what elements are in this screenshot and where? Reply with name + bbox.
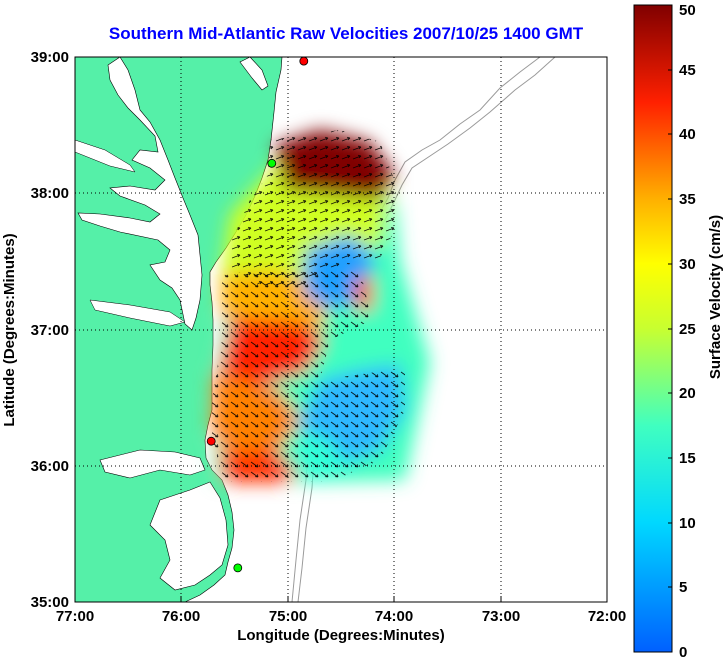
velocity-arrows (212, 270, 405, 482)
colorbar-tick-label: 5 (679, 579, 687, 596)
x-tick-label: 77:00 (56, 608, 94, 625)
colorbar-tick-label: 0 (679, 644, 687, 659)
x-tick-marks (74, 596, 608, 602)
station-markers (206, 57, 309, 573)
colorbar-tick-label: 35 (679, 191, 696, 208)
x-tick-label: 72:00 (588, 608, 626, 625)
station-marker (267, 158, 277, 168)
y-tick-label: 36:00 (31, 458, 69, 475)
y-tick-label: 37:00 (31, 322, 69, 339)
colorbar-title: Surface Velocity (cm/s) (707, 215, 724, 379)
colorbar (633, 4, 673, 653)
y-tick-label: 39:00 (31, 49, 69, 66)
colorbar-tick-label: 40 (679, 126, 696, 143)
x-tick-label: 75:00 (269, 608, 307, 625)
colorbar-tick-marks (668, 4, 672, 588)
x-axis-title: Longitude (Degrees:Minutes) (237, 627, 445, 644)
x-tick-label: 73:00 (482, 608, 520, 625)
station-marker (206, 436, 216, 446)
grid-lines (75, 57, 607, 602)
plot-frame (74, 56, 608, 603)
plot-area (75, 57, 607, 602)
station-marker (233, 563, 243, 573)
colorbar-tick-label: 50 (679, 2, 696, 19)
colorbar-tick-label: 45 (679, 62, 696, 79)
albemarle-sound (99, 449, 206, 479)
x-tick-label: 74:00 (375, 608, 413, 625)
colorbar-tick-label: 10 (679, 515, 696, 532)
delaware-bay (239, 57, 269, 91)
colorbar-tick-label: 15 (679, 450, 696, 467)
chart-title: Southern Mid-Atlantic Raw Velocities 200… (109, 24, 584, 43)
colorbar-tick-label: 30 (679, 256, 696, 273)
station-marker (299, 57, 309, 66)
y-axis-title: Latitude (Degrees:Minutes) (1, 233, 18, 426)
y-tick-label: 35:00 (31, 594, 69, 611)
velocity-arrows (232, 130, 398, 288)
y-tick-label: 38:00 (31, 185, 69, 202)
bay-tributary (75, 139, 136, 173)
bay-tributary (89, 299, 186, 327)
colorbar-tick-label: 25 (679, 321, 696, 338)
colorbar-tick-label: 20 (679, 385, 696, 402)
pamlico-sound (149, 481, 229, 591)
x-tick-label: 76:00 (162, 608, 200, 625)
